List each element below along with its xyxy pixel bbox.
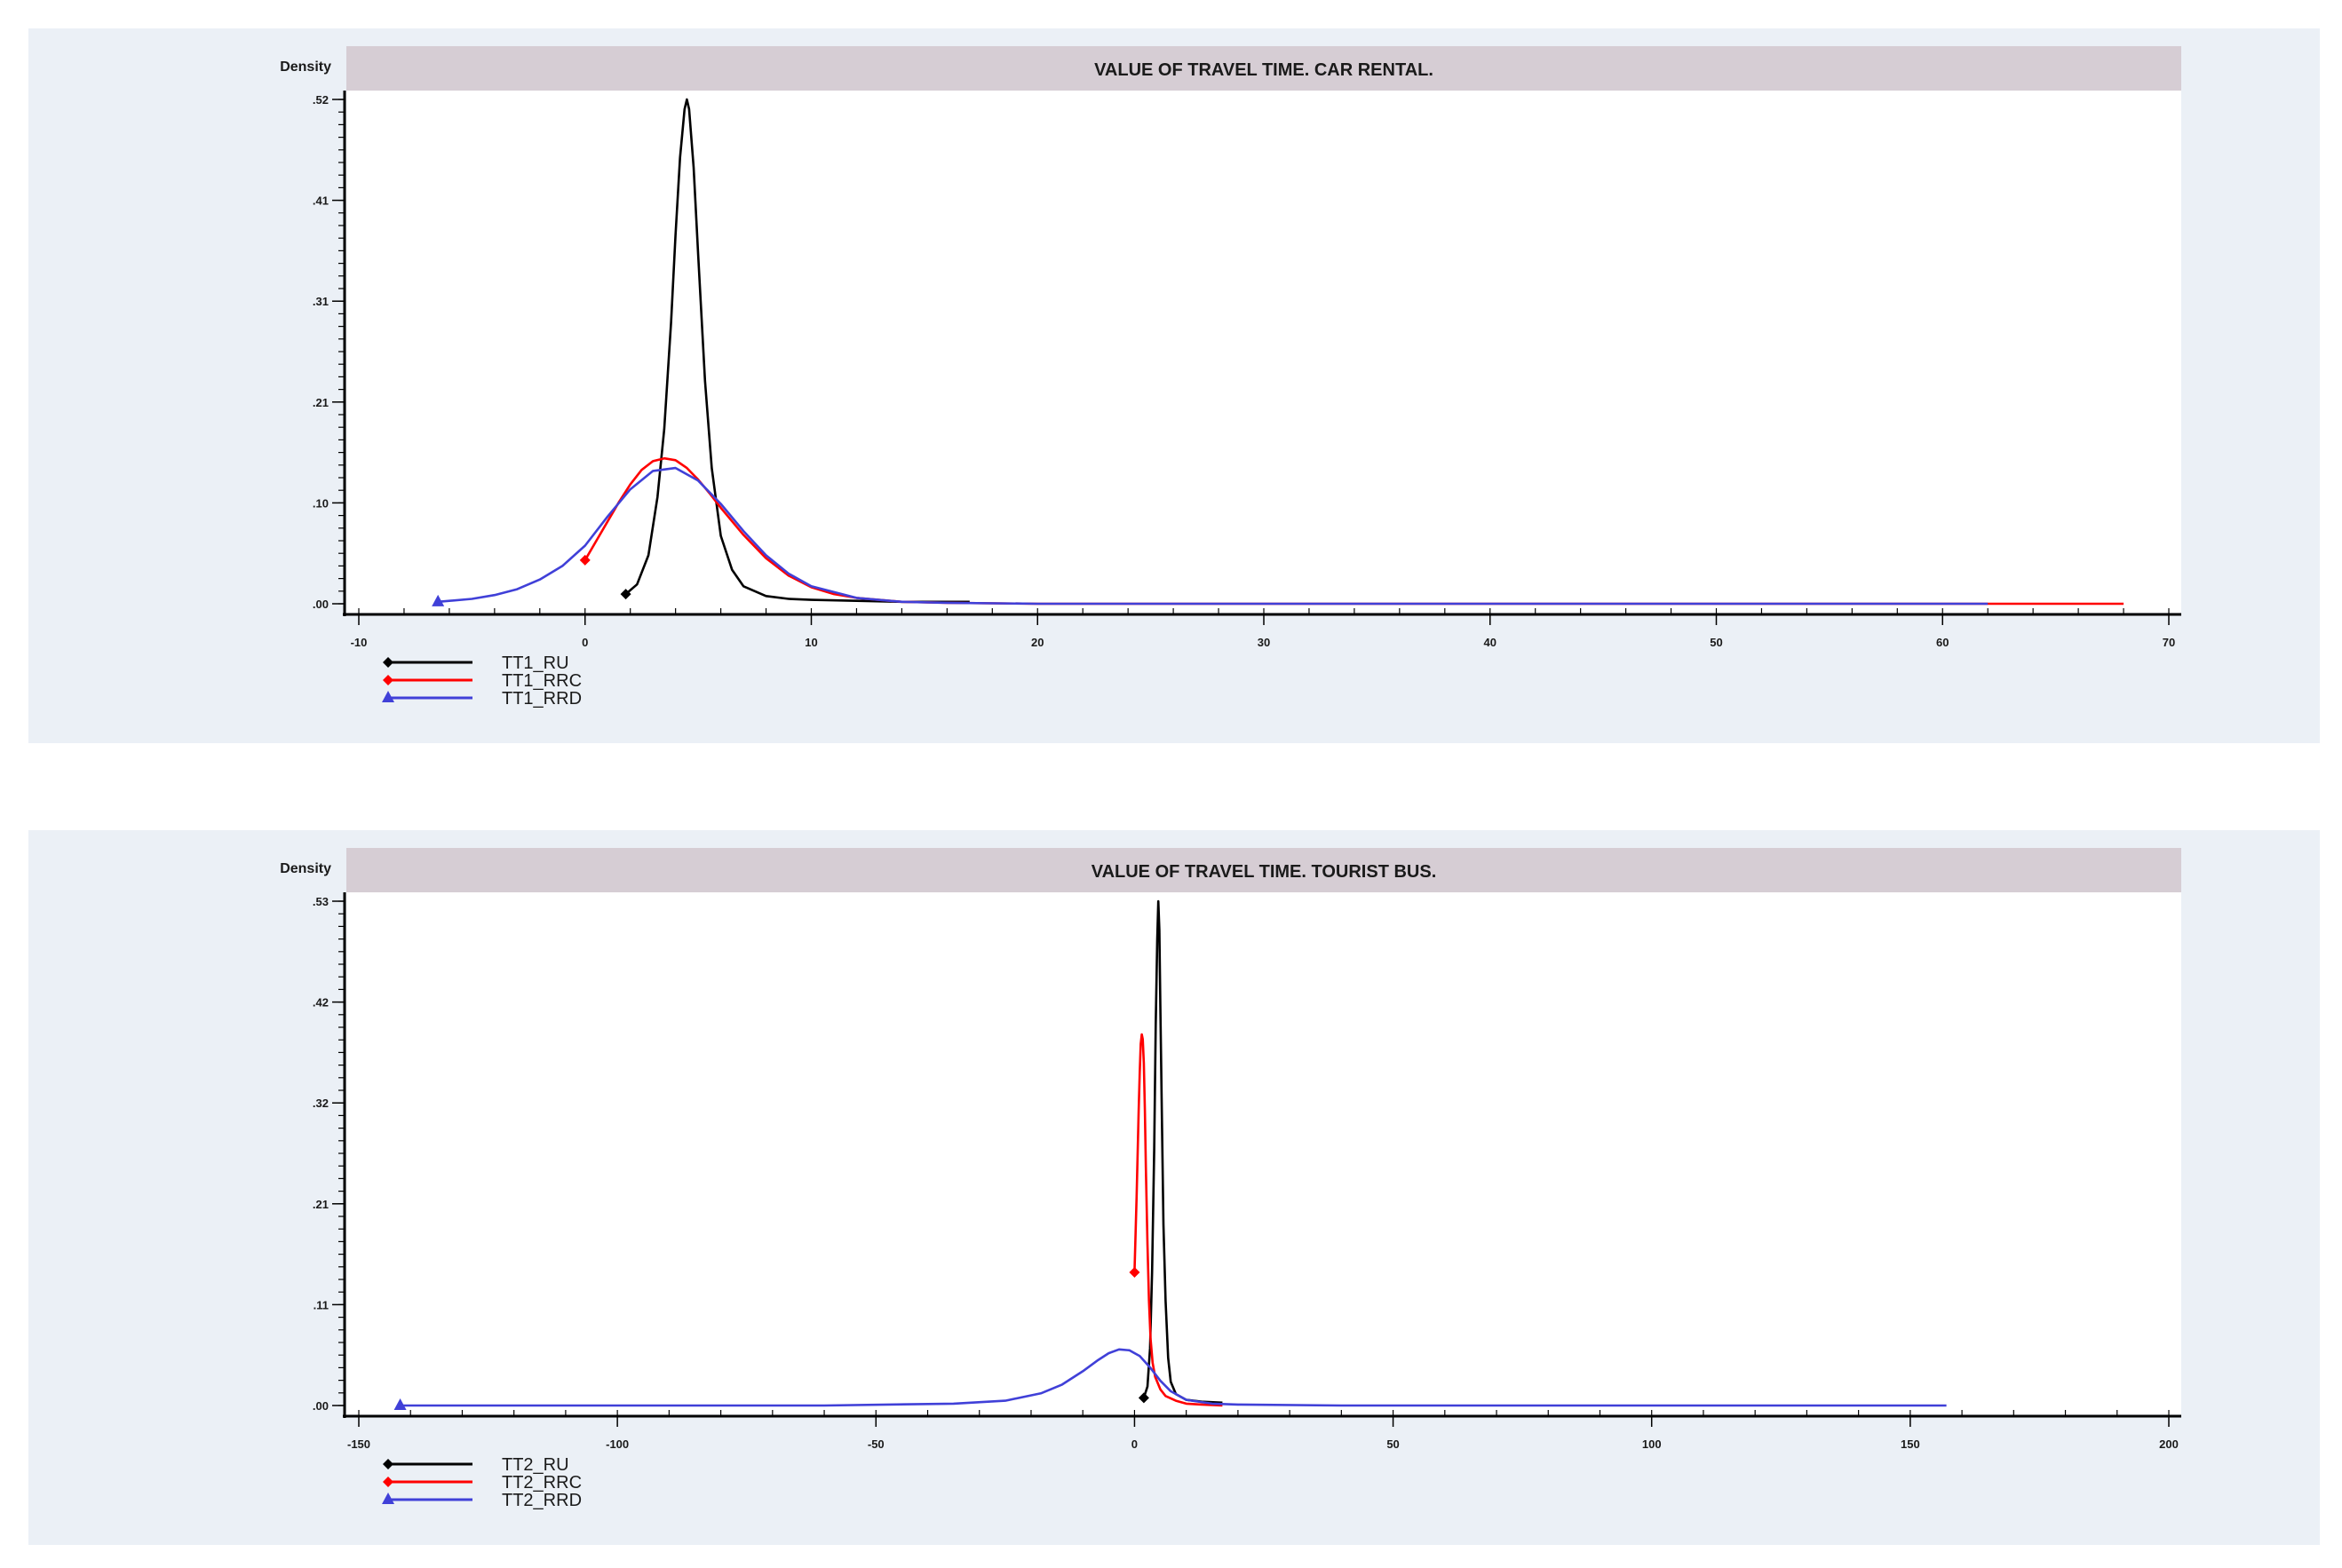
chart-panel-car-rental: VALUE OF TRAVEL TIME. CAR RENTAL. Density… bbox=[28, 28, 2320, 743]
x-tick-label: 50 bbox=[1710, 636, 1722, 649]
y-tick-label: .00 bbox=[313, 598, 329, 611]
chart-tourist-bus: VALUE OF TRAVEL TIME. TOURIST BUS. Densit… bbox=[280, 848, 2181, 1510]
y-tick-label: .21 bbox=[313, 396, 329, 409]
series-start-marker bbox=[1129, 1266, 1140, 1278]
legend-marker bbox=[383, 1477, 393, 1487]
y-tick-label: .21 bbox=[313, 1198, 329, 1211]
chart-panel-tourist-bus: VALUE OF TRAVEL TIME. TOURIST BUS. Densit… bbox=[28, 830, 2320, 1545]
x-tick-label: 0 bbox=[582, 636, 588, 649]
title-band bbox=[346, 848, 2181, 892]
chart-title: VALUE OF TRAVEL TIME. CAR RENTAL. bbox=[1094, 60, 1433, 80]
title-band bbox=[346, 46, 2181, 91]
y-tick-label: .41 bbox=[313, 194, 329, 208]
y-axis-label: Density bbox=[280, 861, 331, 876]
chart-car-rental: VALUE OF TRAVEL TIME. CAR RENTAL. Density… bbox=[280, 46, 2181, 709]
x-tick-label: 0 bbox=[1131, 1437, 1138, 1451]
plot-area bbox=[346, 91, 2181, 613]
y-tick-label: .42 bbox=[313, 996, 329, 1010]
x-tick-label: 40 bbox=[1484, 636, 1496, 649]
series-line-tt2-rrd bbox=[400, 1348, 1947, 1407]
legend-marker bbox=[383, 675, 393, 685]
y-tick-label: .52 bbox=[313, 93, 329, 107]
x-tick-label: 50 bbox=[1386, 1437, 1399, 1451]
x-tick-label: 10 bbox=[805, 636, 817, 649]
series-line-tt1-rrd bbox=[438, 466, 1989, 606]
series-line-tt1-ru bbox=[624, 98, 970, 604]
legend-label: TT1_RRD bbox=[502, 689, 582, 709]
x-tick-label: -50 bbox=[868, 1437, 885, 1451]
x-tick-label: 150 bbox=[1901, 1437, 1920, 1451]
legend-label: TT1_RU bbox=[502, 653, 569, 673]
legend-label: TT1_RRC bbox=[502, 671, 582, 691]
x-tick-label: 200 bbox=[2159, 1437, 2179, 1451]
legend-label: TT2_RU bbox=[502, 1455, 569, 1475]
legend-marker bbox=[383, 657, 393, 668]
legend-marker bbox=[382, 691, 394, 702]
y-axis-label: Density bbox=[280, 59, 331, 75]
legend-marker bbox=[382, 1493, 394, 1504]
legend-label: TT2_RRC bbox=[502, 1473, 582, 1493]
chart-title: VALUE OF TRAVEL TIME. TOURIST BUS. bbox=[1092, 862, 1437, 882]
y-tick-label: .32 bbox=[313, 1097, 329, 1110]
x-tick-label: 60 bbox=[1936, 636, 1949, 649]
y-tick-label: .10 bbox=[313, 496, 329, 510]
series-start-marker bbox=[620, 589, 631, 600]
x-tick-label: 30 bbox=[1258, 636, 1270, 649]
y-tick-label: .31 bbox=[313, 295, 329, 308]
y-tick-label: .11 bbox=[314, 1298, 329, 1311]
legend-marker bbox=[383, 1459, 393, 1469]
x-tick-label: -150 bbox=[347, 1437, 370, 1451]
series-start-marker bbox=[579, 554, 591, 566]
y-tick-label: .53 bbox=[313, 895, 329, 908]
x-tick-label: 20 bbox=[1031, 636, 1044, 649]
y-tick-label: .00 bbox=[313, 1399, 329, 1413]
series-start-marker bbox=[432, 594, 445, 606]
legend-label: TT2_RRD bbox=[502, 1491, 582, 1510]
series-line-tt2-rrc bbox=[1133, 1033, 1223, 1407]
x-tick-label: 70 bbox=[2163, 636, 2175, 649]
series-start-marker bbox=[1138, 1392, 1149, 1404]
plot-area bbox=[346, 892, 2181, 1414]
x-tick-label: 100 bbox=[1642, 1437, 1662, 1451]
series-start-marker bbox=[393, 1398, 407, 1410]
x-tick-label: -10 bbox=[351, 636, 368, 649]
x-tick-label: -100 bbox=[606, 1437, 629, 1451]
